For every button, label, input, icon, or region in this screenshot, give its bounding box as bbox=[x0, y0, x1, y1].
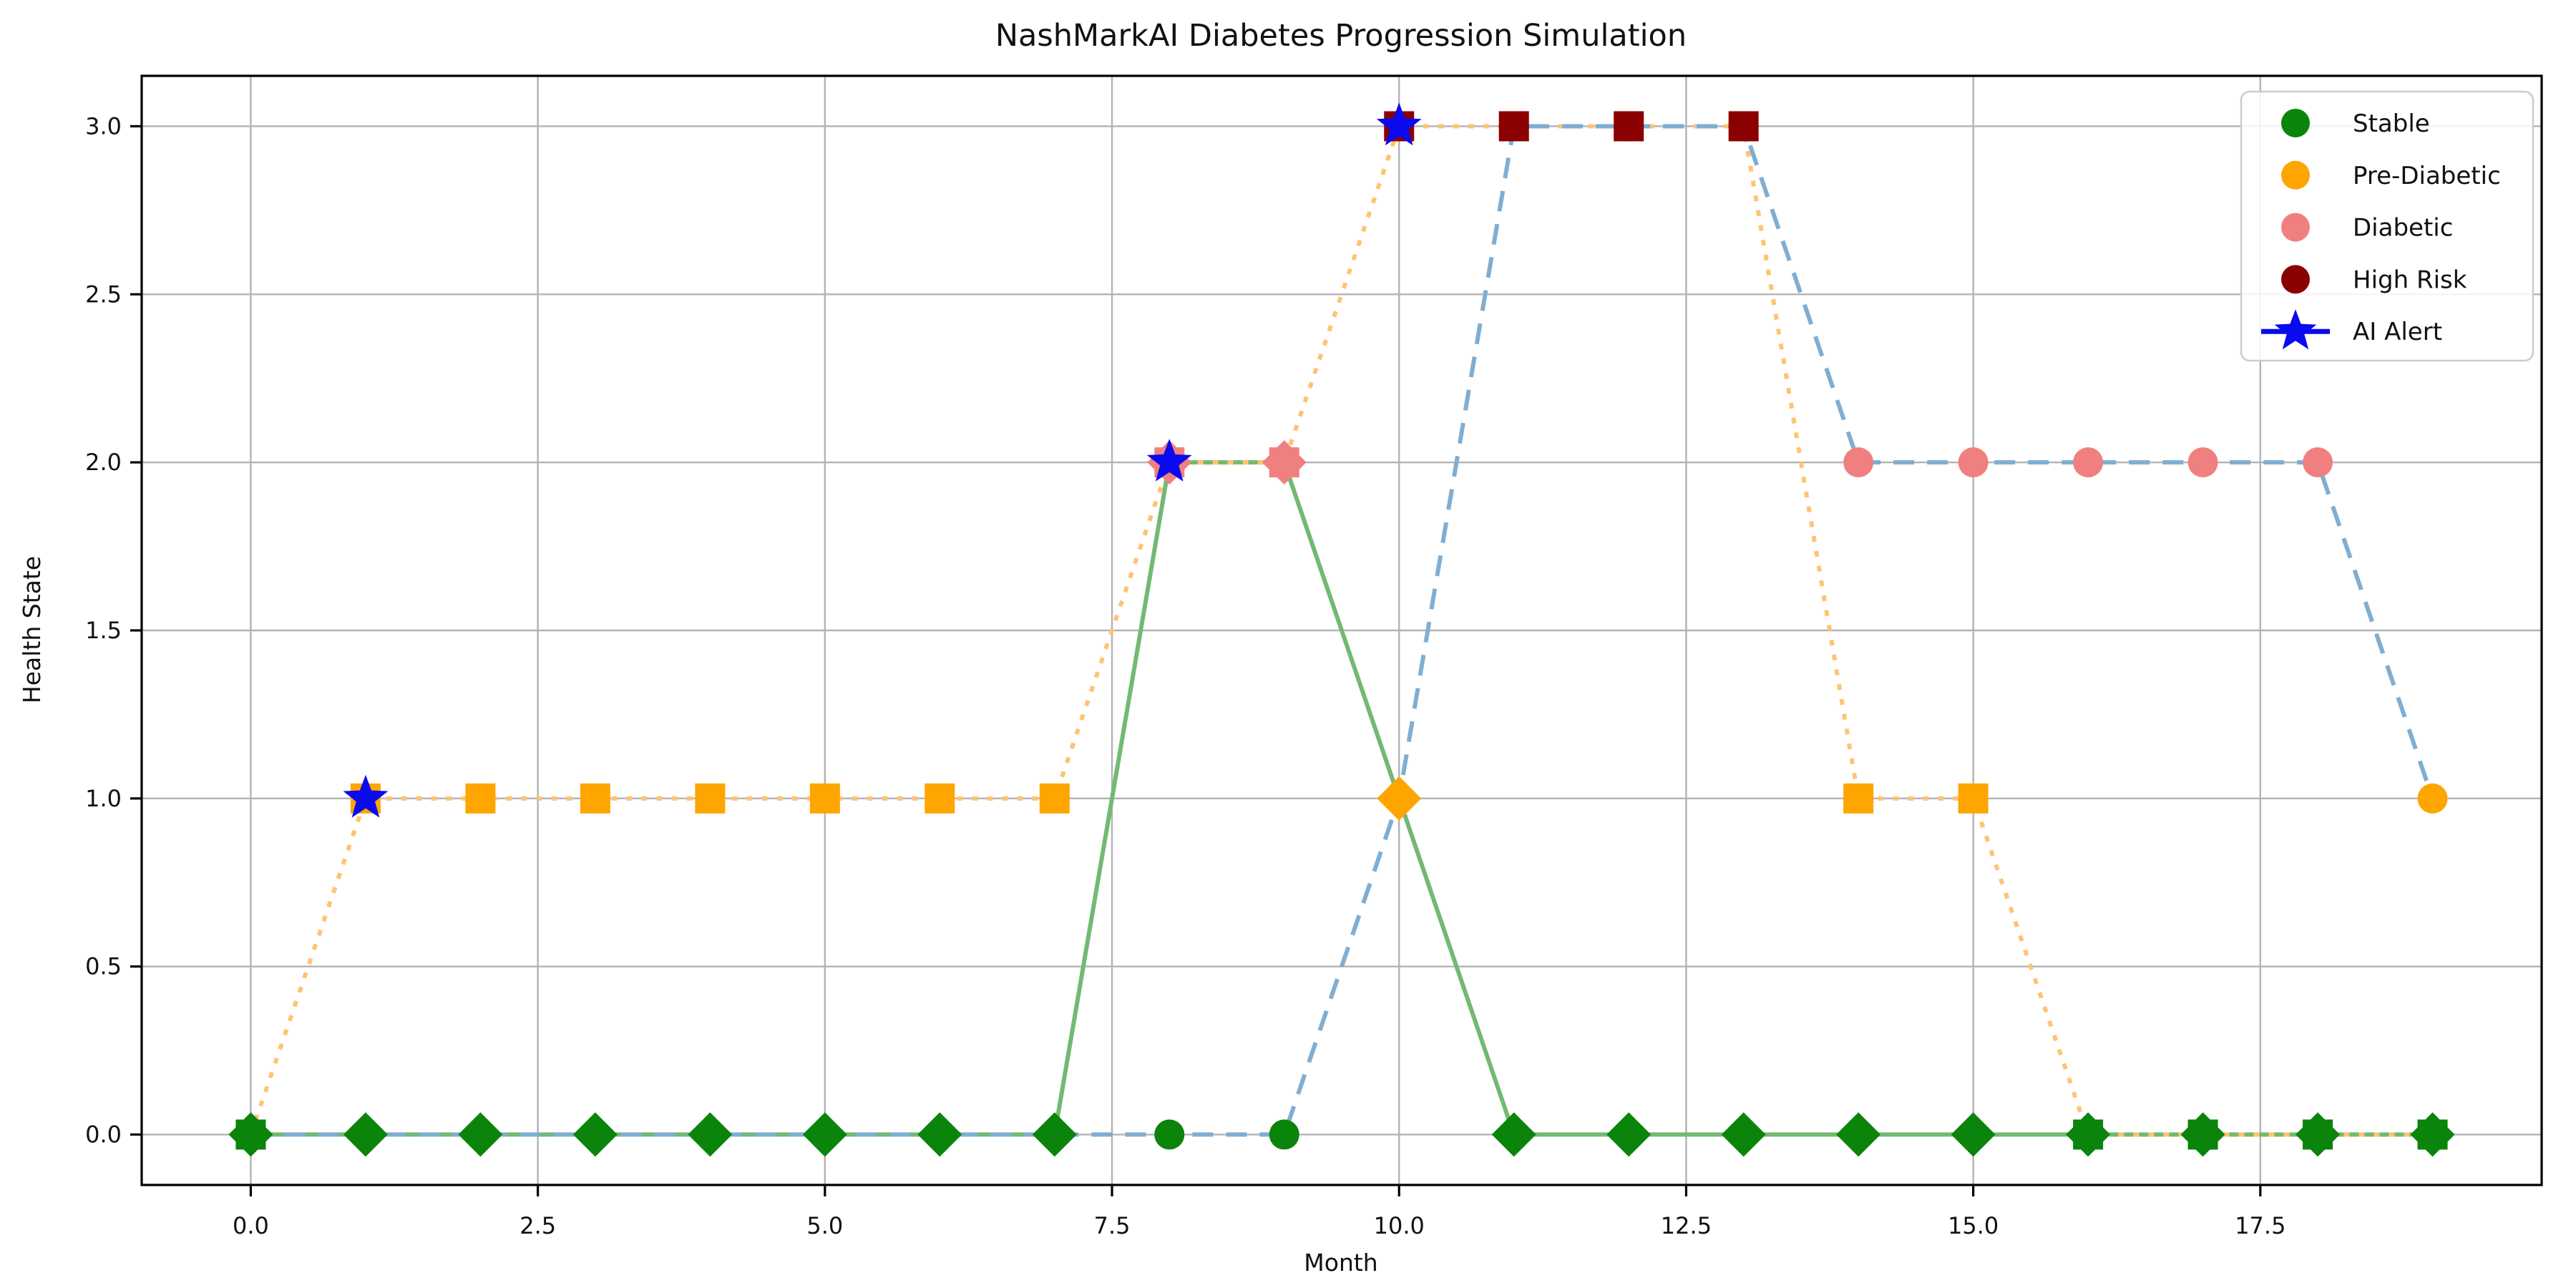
marker-patient-b-month-19 bbox=[2417, 1119, 2448, 1150]
marker-patient-b-month-2 bbox=[465, 783, 496, 814]
marker-patient-b-month-9 bbox=[1269, 447, 1299, 478]
marker-patient-a-month-11 bbox=[1491, 1112, 1536, 1157]
series-line-patient-b bbox=[248, 124, 2433, 1137]
legend-box bbox=[2240, 90, 2534, 362]
x-tick-label: 10.0 bbox=[1374, 1212, 1425, 1239]
legend-item-high-risk: High Risk bbox=[2281, 265, 2467, 294]
y-tick-label: 0.5 bbox=[85, 953, 122, 980]
marker-patient-b-month-18 bbox=[2303, 1119, 2333, 1150]
marker-patient-b-month-6 bbox=[924, 783, 955, 814]
marker-patient-c-month-9 bbox=[1269, 1119, 1299, 1150]
marker-patient-a-month-13 bbox=[1721, 1112, 1766, 1157]
y-tick-label: 2.5 bbox=[85, 280, 122, 308]
x-tick-label: 7.5 bbox=[1094, 1212, 1131, 1239]
marker-patient-c-month-0 bbox=[235, 1119, 266, 1150]
x-tick-label: 12.5 bbox=[1661, 1212, 1712, 1239]
chart-title: NashMarkAI Diabetes Progression Simulati… bbox=[995, 18, 1687, 54]
marker-patient-c-month-15 bbox=[1958, 447, 1989, 478]
legend-swatch-star-icon bbox=[2274, 309, 2317, 350]
marker-patient-c-month-17 bbox=[2187, 447, 2218, 478]
marker-patient-b-month-16 bbox=[2073, 1119, 2104, 1150]
series-line-patient-c bbox=[250, 124, 2435, 1137]
legend-item-stable: Stable bbox=[2281, 109, 2430, 138]
marker-patient-c-month-12 bbox=[1614, 111, 1644, 142]
legend-swatch-dot-icon bbox=[2281, 109, 2310, 137]
marker-patient-c-month-11 bbox=[1498, 111, 1529, 142]
marker-patient-b-month-4 bbox=[695, 783, 726, 814]
legend-item-label: Pre-Diabetic bbox=[2353, 162, 2501, 190]
x-axis-label: Month bbox=[1304, 1249, 1377, 1277]
x-tick-label: 2.5 bbox=[519, 1212, 556, 1239]
x-tick-label: 5.0 bbox=[806, 1212, 843, 1239]
y-tick-label: 1.5 bbox=[85, 617, 122, 644]
marker-patient-b-month-5 bbox=[809, 783, 840, 814]
legend-item-label: Diabetic bbox=[2353, 214, 2453, 243]
marker-patient-c-month-6 bbox=[924, 1119, 955, 1150]
marker-patient-b-month-17 bbox=[2187, 1119, 2218, 1150]
y-tick-label: 2.0 bbox=[85, 449, 122, 476]
marker-patient-c-month-7 bbox=[1039, 1119, 1070, 1150]
marker-patient-c-month-19 bbox=[2417, 783, 2448, 814]
marker-patient-c-month-18 bbox=[2303, 447, 2333, 478]
ai-alert-star-icon bbox=[1376, 102, 1422, 146]
x-tick-label: 0.0 bbox=[233, 1212, 269, 1239]
marker-patient-c-month-4 bbox=[695, 1119, 726, 1150]
y-tick-label: 1.0 bbox=[85, 785, 122, 812]
legend-swatch-dot-icon bbox=[2281, 213, 2310, 242]
legend-swatch-dot-icon bbox=[2281, 160, 2310, 190]
marker-patient-b-month-3 bbox=[580, 783, 610, 814]
marker-patient-a-month-15 bbox=[1951, 1112, 1996, 1157]
marker-patient-a-month-12 bbox=[1606, 1112, 1652, 1157]
y-tick-label: 0.0 bbox=[85, 1121, 122, 1148]
marker-patient-c-month-8 bbox=[1154, 1119, 1185, 1150]
alert-stars bbox=[343, 102, 1422, 818]
marker-patient-c-month-10 bbox=[1384, 783, 1415, 814]
ai-alert-star-icon bbox=[1146, 439, 1192, 482]
x-tick-label: 17.5 bbox=[2235, 1212, 2285, 1239]
marker-patient-c-month-16 bbox=[2073, 447, 2104, 478]
legend-item-label: AI Alert bbox=[2353, 318, 2442, 346]
legend-item-label: Stable bbox=[2353, 109, 2430, 138]
marker-patient-c-month-1 bbox=[350, 1119, 381, 1150]
legend-item-ai-alert: AI Alert bbox=[2261, 309, 2442, 350]
marker-patient-c-month-2 bbox=[465, 1119, 496, 1150]
ai-alert-star-icon bbox=[343, 774, 389, 818]
marker-patient-a-month-14 bbox=[1836, 1112, 1881, 1157]
axis-ticks: 0.0 2.5 5.0 7.5 10.0 12.5 15.0 17.5 0.0 0.5 1.0 1.5… bbox=[85, 112, 2285, 1239]
marker-patient-c-month-5 bbox=[809, 1119, 840, 1150]
legend-swatch-dot-icon bbox=[2281, 265, 2310, 294]
legend-item-diabetic: Diabetic bbox=[2281, 213, 2453, 243]
x-tick-label: 15.0 bbox=[1948, 1212, 1999, 1239]
marker-patient-b-month-7 bbox=[1039, 783, 1070, 814]
marker-patient-c-month-14 bbox=[1843, 447, 1874, 478]
marker-patient-c-month-3 bbox=[580, 1119, 610, 1150]
y-tick-label: 3.0 bbox=[85, 112, 122, 140]
y-axis-label: Health State bbox=[18, 556, 46, 703]
marker-patient-b-month-14 bbox=[1843, 783, 1874, 814]
marker-patient-b-month-15 bbox=[1958, 783, 1989, 814]
marker-patient-c-month-13 bbox=[1728, 111, 1759, 142]
legend-item-label: High Risk bbox=[2353, 265, 2467, 294]
legend: Stable Pre-Diabetic Diabetic High Risk AI Al… bbox=[2240, 90, 2534, 362]
legend-item-pre-diabetic: Pre-Diabetic bbox=[2281, 160, 2501, 190]
